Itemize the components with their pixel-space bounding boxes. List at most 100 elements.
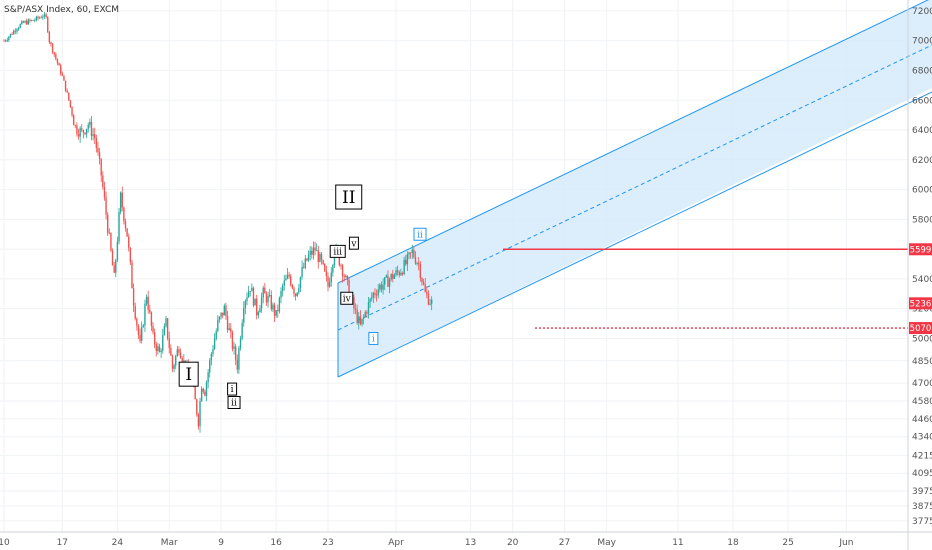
y-tick-label: 4460 [912,415,932,425]
candle-body [139,334,141,341]
channel-median-line[interactable] [337,44,932,331]
candle-body [132,288,135,307]
wave-label-box[interactable] [348,236,359,250]
candle-body [267,295,269,303]
x-tick-label: 16 [270,538,282,548]
candle-body [395,270,397,275]
candle-body [218,316,221,320]
wave-label-box[interactable] [335,184,363,210]
candle-body [56,58,59,64]
candle-body [325,271,328,277]
candle-body [30,19,33,21]
candle-body [37,16,39,19]
candle-body [256,298,258,316]
candle-series [3,11,433,433]
candle-body [160,350,162,352]
candle-body [163,326,166,336]
candle-body [361,318,363,325]
candle-body [181,358,183,363]
candle-body [362,316,365,319]
candle-body [128,236,130,248]
wave-label-box[interactable] [368,331,379,345]
candle-body [166,318,169,339]
candle-body [422,282,425,285]
candle-body [178,349,180,353]
channel-lower-line[interactable] [337,91,932,378]
candle-body [223,305,226,316]
candle-body [314,247,316,251]
candle-body [61,73,64,76]
candle-body [155,344,157,351]
candle-body [348,280,350,298]
candle-body [16,29,18,32]
candle-body [333,254,336,266]
candle-body [64,80,67,91]
candle-body [393,274,396,279]
wave-label-box[interactable] [329,244,346,258]
candle-body [76,125,78,134]
candle-body [283,280,285,286]
candle-body [19,24,21,28]
candle-body [236,359,238,370]
candle-body [106,214,109,233]
candle-body [82,130,85,133]
candle-body [319,253,321,262]
chart-title: S&P/ASX Index, 60, EXCM [4,5,119,15]
candle-body [343,276,345,278]
candle-body [332,265,334,273]
wave-label-box[interactable] [227,382,238,396]
y-tick-label: 4340 [912,433,932,443]
candle-body [142,325,145,327]
candle-body [205,382,208,396]
wave-label-box[interactable] [413,227,427,241]
candle-body [317,250,319,262]
y-tick-label: 4215 [912,451,932,461]
candle-body [286,274,289,279]
candle-body [111,250,114,266]
level-lines[interactable] [503,248,908,329]
wave-label: i [372,335,375,345]
candle-body [296,292,298,296]
candle-body [14,30,17,32]
candle-body [374,292,376,295]
candle-body [379,284,381,290]
candle-body [102,175,104,187]
x-tick-label: 20 [507,538,519,548]
candle-body [354,308,357,310]
candle-body [215,331,217,339]
candle-body [281,285,284,292]
candle-body [299,276,302,289]
candle-body [385,275,388,278]
candle-body [291,285,294,289]
candle-body [272,304,274,310]
y-tick-label: 7000 [912,37,932,47]
candle-body [74,125,76,127]
channel-fill [338,0,932,377]
candle-body [328,282,331,287]
y-tick-label: 5800 [912,215,932,225]
candle-body [60,65,62,74]
candle-body [71,107,73,116]
wave-label-box[interactable] [178,361,199,387]
y-tick-label: 6400 [912,126,932,136]
pitchfork-channel[interactable] [337,0,932,378]
wave-label-box[interactable] [227,395,241,409]
candle-body [277,310,279,312]
candle-body [129,247,132,263]
price-badge [909,243,932,256]
candle-body [426,291,428,295]
channel-upper-line[interactable] [337,0,932,284]
candle-body [210,353,213,361]
candle-body [157,346,159,351]
candle-body [315,250,318,251]
candle-body [312,247,315,255]
candle-body [387,275,389,287]
time-axis[interactable]: 10 17 24 Mar 9 16 23 Apr 13 20 27 May 11 18 25 Jun [0,538,853,548]
candle-body [341,265,344,277]
candle-body [303,266,305,268]
candle-body [418,263,420,264]
wave-label-box[interactable] [340,291,354,305]
candle-body [207,372,209,383]
